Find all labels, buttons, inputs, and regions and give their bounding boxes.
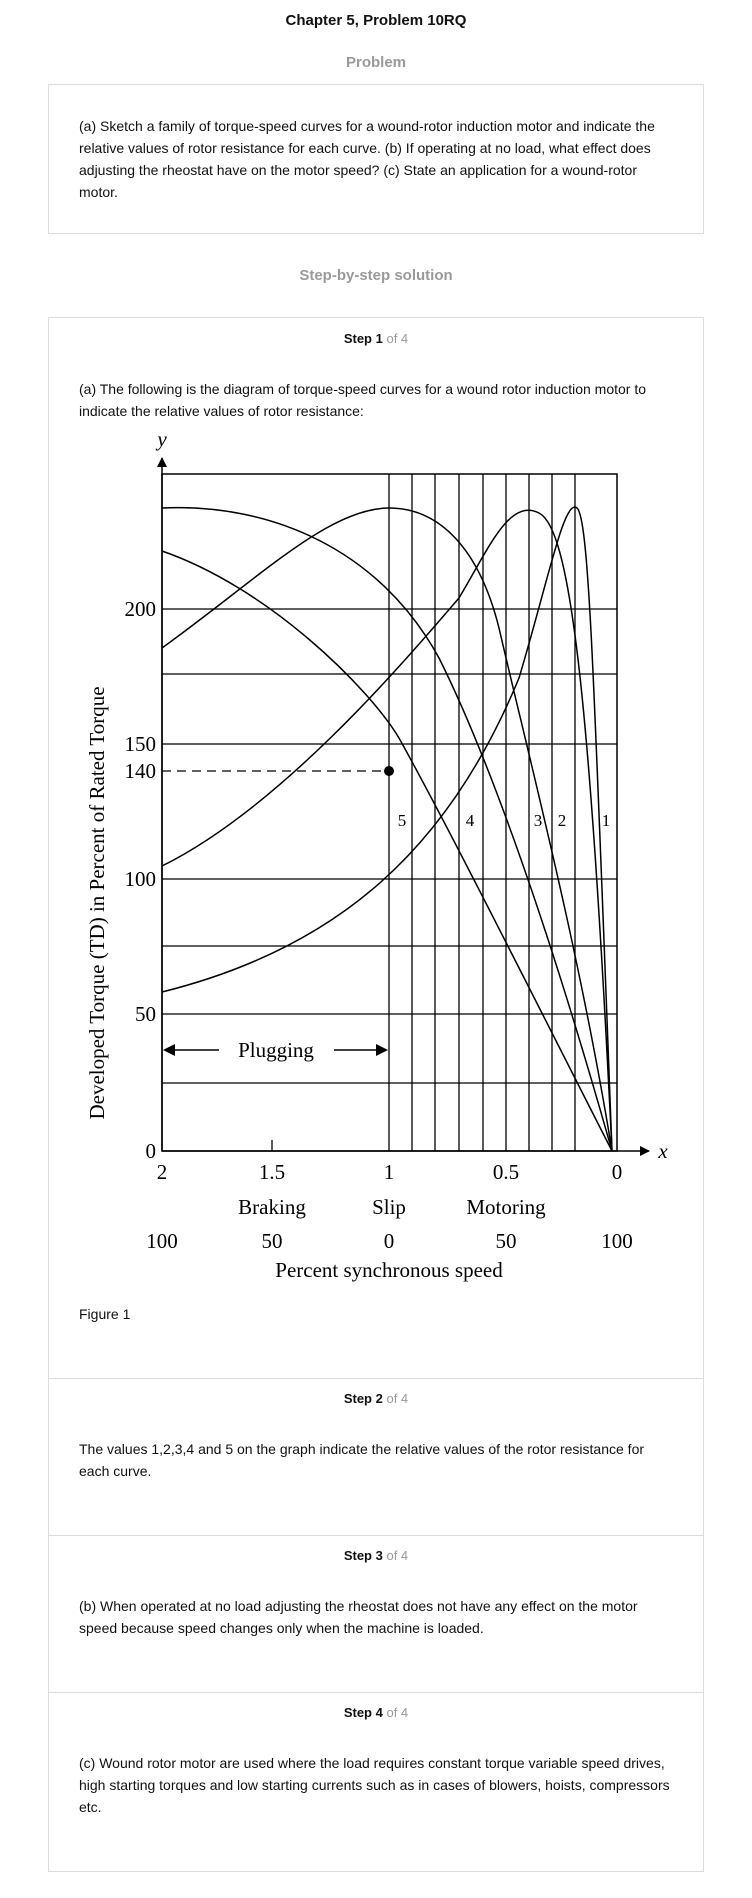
- step-2-text: The values 1,2,3,4 and 5 on the graph in…: [79, 1441, 645, 1479]
- slip-tick-1-5: 1.5: [259, 1160, 285, 1184]
- step-2-header: Step 2 of 4: [49, 1391, 703, 1406]
- step-3-header: Step 3 of 4: [49, 1548, 703, 1563]
- speed-tick-0: 0: [384, 1229, 395, 1253]
- problem-box: (a) Sketch a family of torque-speed curv…: [48, 84, 704, 234]
- step-3-label: Step 3: [343, 1548, 383, 1563]
- plugging-arrowhead-right: [376, 1044, 388, 1056]
- horizontal-gridlines: [162, 608, 617, 1084]
- step-1-header: Step 1 of 4: [49, 331, 703, 346]
- x-axis-letter: x: [657, 1139, 668, 1163]
- y-tick-150: 150: [125, 732, 157, 756]
- y-tick-50: 50: [135, 1002, 156, 1026]
- slip-tick-2: 2: [157, 1160, 168, 1184]
- step-4-label: Step 4: [343, 1705, 383, 1720]
- curve-label-2: 2: [558, 811, 567, 830]
- y-tick-200: 200: [125, 597, 157, 621]
- speed-tick-50-right: 50: [496, 1229, 517, 1253]
- y-tick-0: 0: [146, 1139, 157, 1163]
- plugging-label: Plugging: [238, 1038, 314, 1062]
- speed-tick-100-right: 100: [601, 1229, 633, 1253]
- curve-label-1: 1: [602, 811, 611, 830]
- curve-3: [161, 507, 613, 1152]
- curve-label-4: 4: [466, 811, 475, 830]
- step-1-label: Step 1: [343, 331, 383, 346]
- step-divider: [49, 1692, 703, 1693]
- plugging-arrowhead-left: [163, 1044, 175, 1056]
- step-1-text: (a) The following is the diagram of torq…: [79, 381, 647, 419]
- slip-tick-0-5: 0.5: [493, 1160, 519, 1184]
- y-axis-label: Developed Torque (TD) in Percent of Rate…: [85, 686, 109, 1119]
- step-divider: [49, 1378, 703, 1379]
- step-2-label: Step 2: [343, 1391, 383, 1406]
- slip-tick-0: 0: [612, 1160, 623, 1184]
- torque-speed-figure: Plugging 5 4 3 2 1 y x 0 50 100 140 150 …: [85, 428, 668, 1282]
- region-motoring: Motoring: [466, 1195, 546, 1219]
- region-slip: Slip: [372, 1195, 406, 1219]
- curve-label-5: 5: [398, 811, 407, 830]
- curve-5: [161, 550, 613, 1152]
- speed-tick-50-left: 50: [262, 1229, 283, 1253]
- figure-caption: Figure 1: [79, 1306, 131, 1322]
- step-4-text: (c) Wound rotor motor are used where the…: [79, 1755, 670, 1815]
- torque-curves: [161, 506, 613, 1152]
- step-3-of: of 4: [386, 1548, 409, 1563]
- y-tick-100: 100: [125, 867, 157, 891]
- solution-box: Step 1 of 4 (a) The following is the dia…: [48, 317, 704, 1872]
- curve-1: [161, 506, 613, 1152]
- step-4-header: Step 4 of 4: [49, 1705, 703, 1720]
- solution-heading: Step-by-step solution: [299, 267, 453, 284]
- marked-point: [384, 766, 394, 776]
- step-3-text: (b) When operated at no load adjusting t…: [79, 1598, 638, 1636]
- problem-heading: Problem: [345, 54, 406, 71]
- x-axis-label: Percent synchronous speed: [275, 1258, 503, 1282]
- page-title: Chapter 5, Problem 10RQ: [285, 12, 467, 29]
- step-divider: [49, 1535, 703, 1536]
- step-4-of: of 4: [386, 1705, 409, 1720]
- step-1-of: of 4: [386, 331, 409, 346]
- curve-2: [161, 509, 613, 1152]
- vertical-gridlines: [388, 474, 576, 1151]
- slip-tick-1: 1: [384, 1160, 395, 1184]
- step-2-of: of 4: [386, 1391, 409, 1406]
- speed-tick-100-left: 100: [146, 1229, 178, 1253]
- region-braking: Braking: [238, 1195, 306, 1219]
- y-axis-letter: y: [155, 428, 167, 451]
- curve-4: [161, 506, 613, 1152]
- y-tick-140: 140: [125, 759, 157, 783]
- curve-label-3: 3: [534, 811, 543, 830]
- problem-text: (a) Sketch a family of torque-speed curv…: [79, 118, 655, 200]
